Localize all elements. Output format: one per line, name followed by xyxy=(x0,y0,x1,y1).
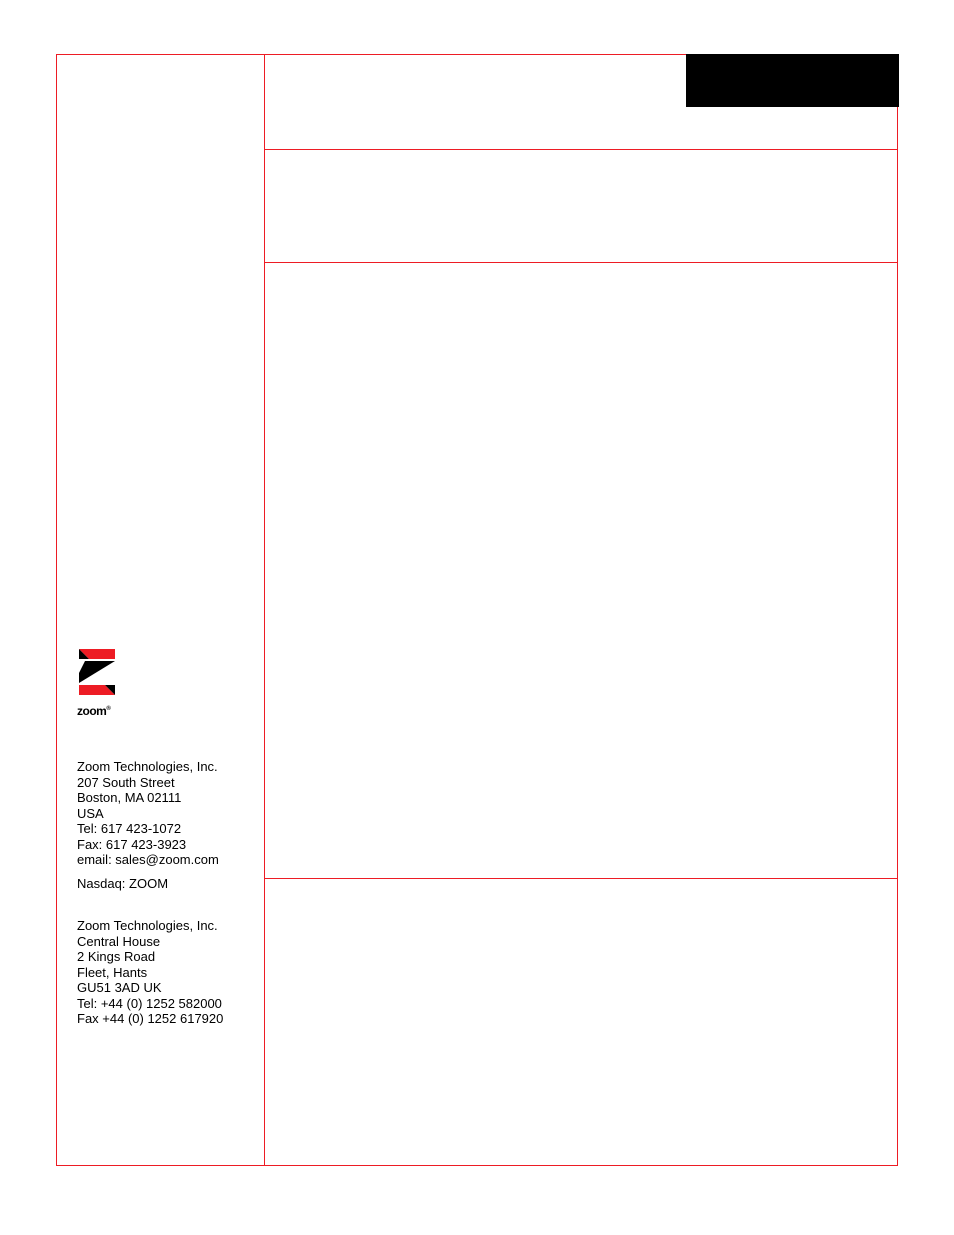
us-city: Boston, MA 02111 xyxy=(77,790,219,806)
us-company: Zoom Technologies, Inc. xyxy=(77,759,219,775)
us-country: USA xyxy=(77,806,219,822)
horizontal-line-3 xyxy=(265,878,898,879)
us-address-block: Zoom Technologies, Inc. 207 South Street… xyxy=(77,759,219,868)
uk-line4: GU51 3AD UK xyxy=(77,980,223,996)
uk-tel: Tel: +44 (0) 1252 582000 xyxy=(77,996,223,1012)
uk-line1: Central House xyxy=(77,934,223,950)
uk-address-block: Zoom Technologies, Inc. Central House 2 … xyxy=(77,918,223,1027)
stock-listing: Nasdaq: ZOOM xyxy=(77,876,168,892)
us-email: email: sales@zoom.com xyxy=(77,852,219,868)
horizontal-line-1 xyxy=(265,149,898,150)
vertical-divider xyxy=(264,54,265,1166)
us-tel: Tel: 617 423-1072 xyxy=(77,821,219,837)
uk-fax: Fax +44 (0) 1252 617920 xyxy=(77,1011,223,1027)
uk-line2: 2 Kings Road xyxy=(77,949,223,965)
us-fax: Fax: 617 423-3923 xyxy=(77,837,219,853)
horizontal-line-2 xyxy=(265,262,898,263)
uk-company: Zoom Technologies, Inc. xyxy=(77,918,223,934)
stock-listing-block: Nasdaq: ZOOM xyxy=(77,876,168,892)
header-black-box xyxy=(686,54,899,107)
logo-brand: zoom xyxy=(77,704,106,718)
zoom-logo: zoom® xyxy=(77,647,121,718)
us-street: 207 South Street xyxy=(77,775,219,791)
logo-registered: ® xyxy=(106,706,110,712)
zoom-z-icon xyxy=(77,647,117,697)
uk-line3: Fleet, Hants xyxy=(77,965,223,981)
zoom-logo-text: zoom® xyxy=(77,704,121,718)
